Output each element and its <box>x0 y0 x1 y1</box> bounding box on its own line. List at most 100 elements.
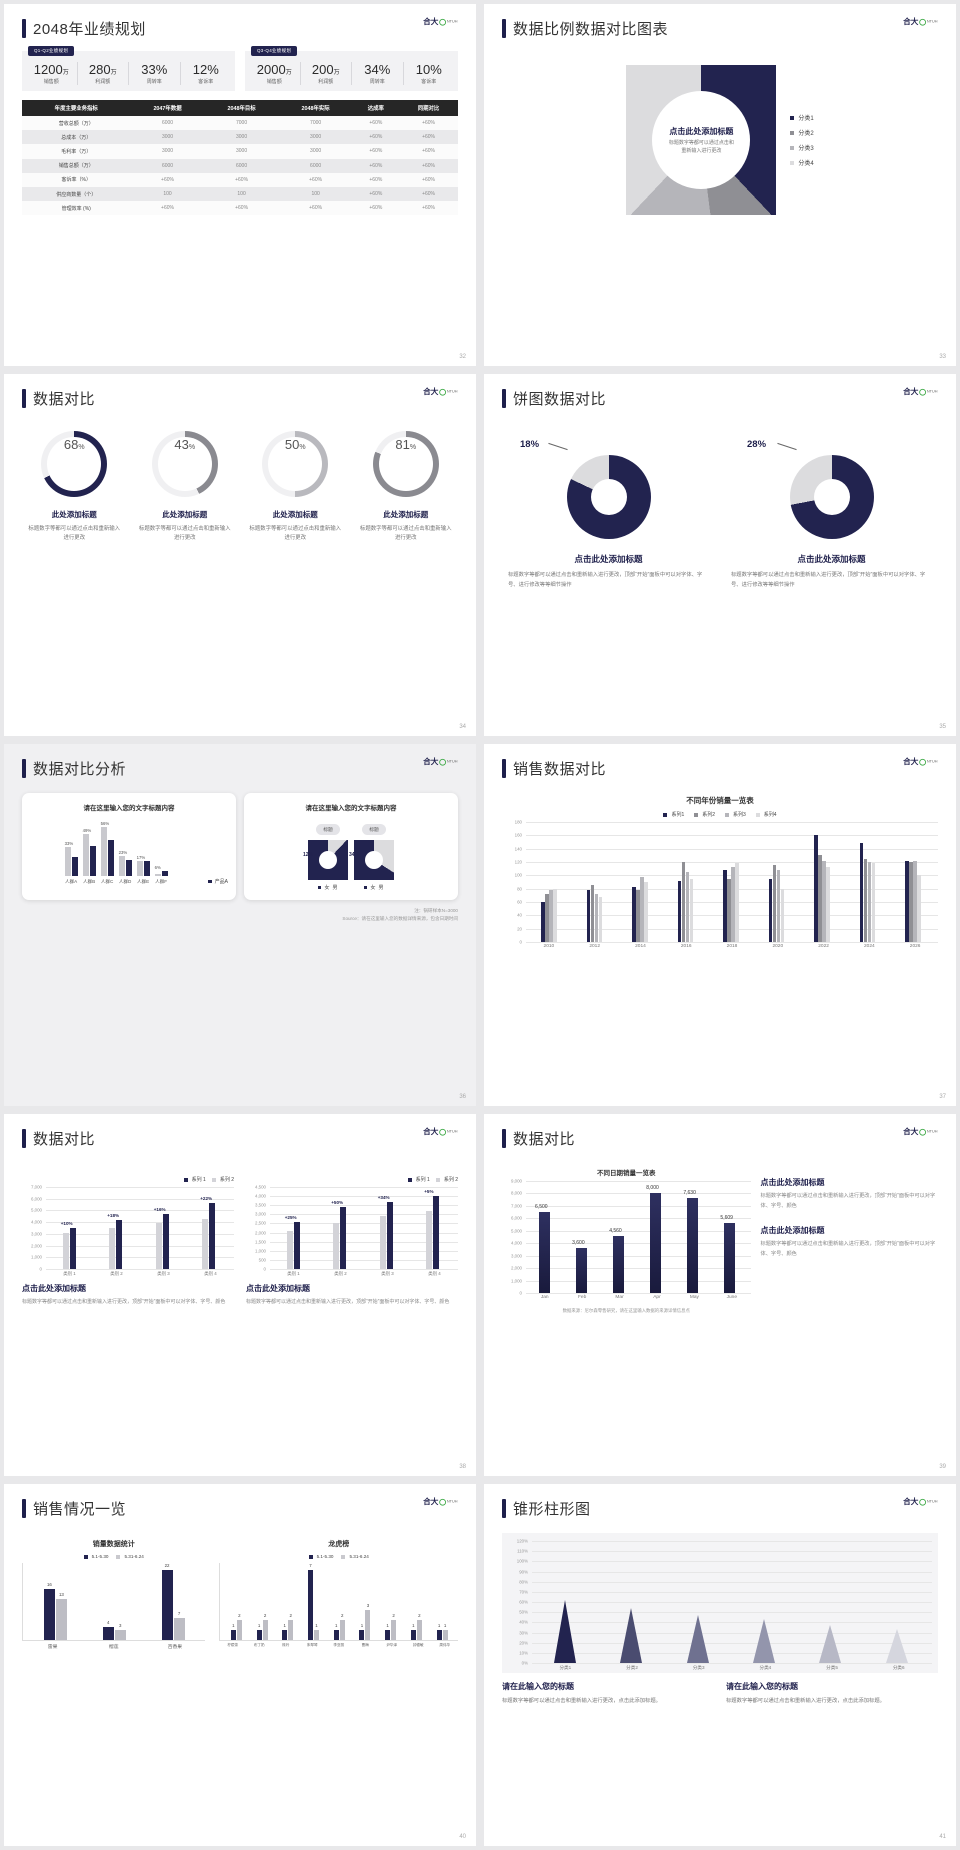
item-desc: 标题数字等都可以通过点击和重新输入进行更改 <box>359 526 452 542</box>
bar <box>677 880 682 942</box>
progress-ring-item[interactable]: 81% 此处添加标题 标题数字等都可以通过点击和重新输入进行更改 <box>354 431 459 544</box>
kpi-label: 销售额 <box>43 79 59 85</box>
table-cell: 3000 <box>204 130 279 145</box>
slide-number: 39 <box>939 1464 946 1470</box>
page-title: 数据对比 <box>33 1131 96 1148</box>
bar-value-label: 1 <box>257 1623 261 1628</box>
y-tick-label: 70% <box>519 1589 528 1595</box>
plot-area: 16 13 4 3 22 7 <box>22 1563 206 1641</box>
bar: 4 <box>102 1620 114 1640</box>
bar-value-label: 1 <box>412 1623 415 1628</box>
y-tick-label: 60% <box>519 1599 528 1605</box>
legend-label: 5.31-6.24 <box>124 1554 144 1559</box>
plot-area: +25% +50% +34% +5% <box>270 1187 456 1269</box>
bar-value-label: 17% <box>136 855 146 861</box>
delta-label: +18% <box>107 1212 120 1218</box>
slide-38[interactable]: 数据对比 合大 NTUH 系列 1 系列 2 7,000 6,000 5,000 4,00… <box>4 1114 476 1476</box>
bar-group <box>859 843 876 942</box>
slide-40[interactable]: 销售情况一览 合大 NTUH 销量数据统计 5.1-5.30 5.31-6.24 16… <box>4 1484 476 1846</box>
page-title: 饼图数据对比 <box>513 391 607 408</box>
gridline <box>46 1187 234 1188</box>
bar <box>689 878 694 942</box>
legend-swatch <box>755 812 760 817</box>
bar-group: 4,560 <box>609 1228 625 1293</box>
gridline <box>526 862 938 863</box>
table-cell: 管理效率 (%) <box>22 201 131 216</box>
legend-swatch <box>208 879 212 884</box>
chart-title: 龙虎榜 <box>328 1541 350 1548</box>
y-tick-label: 1,000 <box>511 1278 522 1284</box>
slide-36[interactable]: 数据对比分析 合大 NTUH 请在这里输入您的文字标题内容 33% 49% 56% 2… <box>4 744 476 1106</box>
cone-bar <box>885 1629 908 1663</box>
item-title: 点击此处添加标题 <box>574 554 643 564</box>
table-cell: +60% <box>130 172 205 187</box>
bar <box>386 1201 393 1269</box>
x-tick-label: 分类2 <box>626 1665 638 1670</box>
kpi-label: 利润额 <box>318 79 334 85</box>
slide-39[interactable]: 数据对比 合大 NTUH 不同日期销量一览表 9,000 8,000 7,000 6,… <box>484 1114 956 1476</box>
pie-item[interactable]: 28% 点击此处添加标题 标题数字等都可以通过点击和重新输入进行更改，顶部“开始”面… <box>725 439 938 590</box>
logo-subtext: NTUH <box>447 1128 458 1134</box>
y-axis: 180 160 140 120 100 80 60 40 20 0 <box>502 820 524 945</box>
slide-41[interactable]: 锥形柱形图 合大 NTUH 120% 110% 100% 90% 80% 70% 60% 50… <box>484 1484 956 1846</box>
y-axis: 7,000 6,000 5,000 4,000 3,000 2,000 1,000 0 <box>22 1184 44 1272</box>
bar-value-label: 8,000 <box>646 1185 659 1192</box>
progress-ring-item[interactable]: 50% 此处添加标题 标题数字等都可以通过点击和重新输入进行更改 <box>243 431 348 544</box>
bar <box>209 1203 216 1269</box>
caption-block: 点击此处添加标题 标题数字等都可以通过点击和重新输入进行更改，顶部“开始”面板中… <box>22 1283 234 1307</box>
chart-title: 不同年份销量一览表 <box>686 796 754 805</box>
logo-circle-icon <box>919 388 927 396</box>
bar-group <box>814 835 830 942</box>
donut-chart <box>789 455 874 539</box>
slide-number: 37 <box>939 1094 946 1100</box>
progress-ring-item[interactable]: 43% 此处添加标题 标题数字等都可以通过点击和重新输入进行更改 <box>133 431 238 544</box>
gridline <box>526 1218 751 1220</box>
x-tick-label: Apr <box>653 1295 661 1300</box>
bar-group: +34% <box>378 1195 393 1269</box>
progress-ring-item[interactable]: 68% 此处添加标题 标题数字等都可以通过点击和重新输入进行更改 <box>22 431 127 544</box>
bar: 1 <box>314 1623 319 1640</box>
slide-33[interactable]: 数据比例数据对比图表 合大 NTUH 点击此处添加标题 标题数字等都可以通过点击… <box>484 4 956 366</box>
y-tick-label: 7,000 <box>31 1184 42 1190</box>
slide-32[interactable]: 2048年业绩规划 合大 NTUH Q1-Q2业绩规划 1200万 销售额 28… <box>4 4 476 366</box>
table-row: 营收总额（万） 6000 7000 7000 +60% +60% <box>22 116 458 131</box>
bar-value-label: 1 <box>283 1623 286 1628</box>
x-tick-label: 2012 <box>589 944 600 949</box>
bar <box>650 1193 662 1293</box>
bar-value-label: 1 <box>360 1623 364 1628</box>
x-tick-label: 2016 <box>680 944 692 949</box>
bar-value-label: 1 <box>315 1623 318 1628</box>
delta-label: +50% <box>331 1200 344 1206</box>
slide-37[interactable]: 销售数据对比 合大 NTUH 不同年份销量一览表 系列1 系列2 系列3 系列4 18… <box>484 744 956 1106</box>
x-axis: Jan Feb Mar Apr May June <box>526 1295 751 1300</box>
slide-34[interactable]: 数据对比 合大 NTUH 68% 此处添加标题 标题数字等都可以通过点击和重新输入进… <box>4 374 476 736</box>
bar <box>379 1216 386 1269</box>
legend-item: 5.1-5.30 <box>83 1554 108 1559</box>
bar-group <box>768 865 785 942</box>
x-tick-label: 珠玲 <box>282 1643 290 1647</box>
chart-and-captions: 不同日期销量一览表 9,000 8,000 7,000 6,000 5,000 4,000… <box>502 1167 938 1314</box>
bar-group: +10% <box>61 1221 76 1269</box>
bar-value-label: 13 <box>58 1591 64 1597</box>
gridline <box>46 1233 234 1235</box>
legend-swatch <box>341 1554 346 1559</box>
bar <box>871 863 876 942</box>
bar <box>814 835 818 942</box>
bar <box>116 1219 123 1269</box>
gridline <box>532 1551 932 1553</box>
caption-title: 点击此处添加标题 <box>760 1226 825 1236</box>
table-cell: 营收总额（万） <box>22 116 131 131</box>
progress-ring: 50% <box>262 431 329 497</box>
bar <box>909 862 913 942</box>
slide-35[interactable]: 饼图数据对比 合大 NTUH 18% 点击此处添加标题 标题数字等都可以通过点击和重… <box>484 374 956 736</box>
caption-block: 点击此处添加标题 标题数字等都可以通过点击和重新输入进行更改，顶部“开始”面板中… <box>761 1177 939 1211</box>
chart-legend: 产品A <box>208 878 228 885</box>
y-tick-label: 10% <box>519 1650 528 1656</box>
chart-legend: 5.1-5.30 5.31-6.24 <box>22 1554 205 1559</box>
item-desc: 标题数字等都可以通过点击和重新输入进行更改，顶部“开始”面板中可以对字体、字号、… <box>731 572 926 588</box>
table-cell: 7000 <box>278 116 353 131</box>
x-tick-label: 人群D <box>118 879 132 884</box>
pie-item[interactable]: 18% 点击此处添加标题 标题数字等都可以通过点击和重新输入进行更改，顶部“开始”面… <box>502 439 715 590</box>
title-group: 饼图数据对比 <box>502 388 606 409</box>
bar <box>426 1210 433 1269</box>
